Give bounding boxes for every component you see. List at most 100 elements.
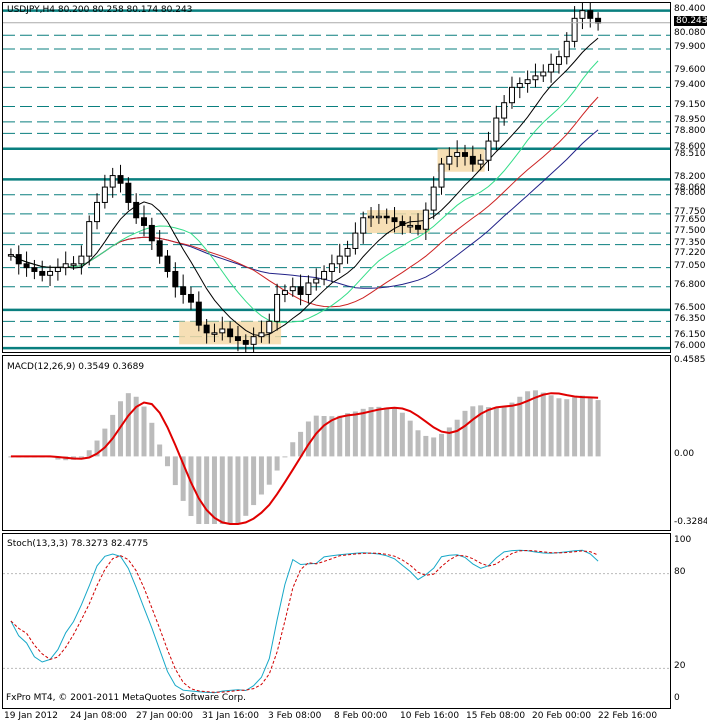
macd-histogram-bar [423, 435, 429, 457]
price-axis-label: 79.600 [674, 65, 706, 76]
candle-body [555, 56, 562, 65]
macd-histogram-bar [540, 392, 546, 457]
price-chart-panel[interactable]: USDJPY,H4 80.200 80.258 80.174 80.243 [2, 2, 671, 353]
macd-histogram-bar [501, 406, 507, 457]
time-axis: 19 Jan 2012 24 Jan 08:00 27 Jan 00:00 31 Ja… [0, 709, 707, 724]
price-axis-label: 78.950 [674, 114, 706, 125]
macd-histogram-bar [266, 456, 272, 485]
candle-body [391, 217, 398, 223]
macd-canvas[interactable] [3, 356, 670, 530]
macd-histogram-bar [86, 450, 92, 457]
macd-histogram-bar [133, 396, 139, 457]
candle-body [415, 224, 422, 230]
macd-histogram-bar [368, 407, 374, 457]
macd-histogram-bar [243, 456, 249, 516]
price-axis-label: 76.800 [674, 279, 706, 290]
macd-signal-line [10, 392, 599, 525]
price-axis-label: 77.050 [674, 260, 706, 271]
candle-body [101, 186, 108, 203]
price-axis-label: 77.500 [674, 226, 706, 237]
candle-body [117, 175, 124, 184]
macd-histogram-bar [102, 428, 108, 457]
macd-axis-label: 0.00 [674, 449, 695, 460]
macd-histogram-bar [439, 433, 445, 457]
macd-histogram-bar [392, 408, 398, 457]
symbol-timeframe: USDJPY,H4 [7, 5, 55, 15]
macd-histogram-bar [337, 415, 343, 457]
time-axis-label: 22 Feb 16:00 [598, 711, 658, 721]
candle-body [7, 254, 14, 257]
macd-histogram-bar [470, 406, 476, 457]
stoch-main-line [10, 549, 599, 694]
price-chart-canvas[interactable] [3, 3, 670, 352]
macd-histogram-bar [219, 456, 225, 524]
candle-body [438, 163, 445, 188]
candle-body [383, 215, 390, 219]
candle-body [54, 267, 61, 272]
price-axis-label: 79.400 [674, 80, 706, 91]
macd-histogram-bar [164, 456, 170, 467]
candle-body [579, 10, 586, 19]
candle-body [250, 336, 257, 345]
candle-body [195, 301, 202, 326]
candle-body [407, 224, 414, 228]
macd-histogram-bar [110, 414, 116, 457]
candle-body [94, 201, 101, 223]
candle-body [461, 152, 468, 157]
macd-histogram-bar [595, 400, 601, 457]
price-axis-label: 77.650 [674, 214, 706, 225]
candle-body [187, 293, 194, 303]
candle-body [469, 155, 476, 165]
candle-body [297, 286, 304, 295]
price-axis-label: 78.000 [674, 187, 706, 198]
macd-histogram-bar [399, 412, 405, 457]
price-axis-label: 76.150 [674, 329, 706, 340]
candle-body [344, 247, 351, 257]
macd-histogram-bar [94, 440, 100, 457]
macd-histogram-bar [579, 395, 585, 457]
stoch-axis-label: 20 [674, 661, 686, 672]
candle-body [524, 79, 531, 85]
price-axis: 80.400 80.243 80.080 79.900 79.600 79.400 79.1… [671, 2, 707, 351]
candle-body [454, 152, 461, 157]
candle-body [375, 215, 382, 219]
price-axis-label: 77.350 [674, 237, 706, 248]
macd-histogram-bar [196, 456, 202, 524]
macd-histogram-bar [431, 437, 437, 457]
candle-body [305, 282, 312, 295]
price-axis-label: 78.600 [674, 141, 706, 152]
candle-body [39, 270, 46, 276]
candle-body [328, 263, 335, 272]
macd-histogram-bar [274, 456, 280, 471]
macd-histogram-bar [125, 393, 131, 457]
moving-average-line [10, 37, 599, 337]
macd-axis: -0.3284 0.4585 0.00 [671, 355, 707, 529]
candle-body [219, 328, 226, 334]
macd-histogram-bar [157, 444, 163, 457]
macd-histogram-bar [345, 413, 351, 457]
macd-histogram-bar [517, 396, 523, 457]
macd-panel[interactable]: MACD(12,26,9) 0.3549 0.3689 [2, 355, 671, 531]
candle-body [516, 83, 523, 88]
macd-histogram-bar [478, 405, 484, 457]
macd-histogram-bar [290, 442, 296, 457]
candle-body [234, 336, 241, 341]
macd-histogram-bar [235, 456, 241, 524]
macd-axis-label: -0.3284 [674, 517, 707, 527]
candle-body [368, 215, 375, 219]
candle-body [125, 182, 132, 203]
macd-histogram-bar [180, 456, 186, 501]
macd-histogram-bar [305, 421, 311, 457]
price-axis-label: 80.080 [674, 28, 706, 39]
candle-body [321, 270, 328, 280]
macd-histogram-bar [204, 456, 210, 524]
time-axis-label: 19 Jan 2012 [4, 711, 58, 721]
macd-histogram-bar [211, 456, 217, 524]
moving-average-line [10, 96, 599, 308]
macd-histogram-bar [376, 406, 382, 457]
candle-body [571, 17, 578, 42]
macd-histogram-bar [251, 456, 257, 506]
stochastic-canvas[interactable] [3, 534, 670, 708]
stochastic-panel[interactable]: Stoch(13,3,3) 78.3273 82.4775 [2, 533, 671, 709]
candle-body [70, 263, 77, 266]
